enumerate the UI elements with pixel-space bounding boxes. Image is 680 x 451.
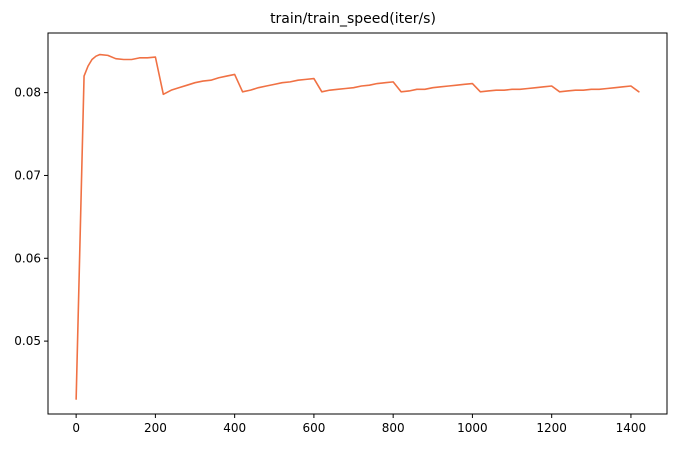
x-tick-label: 1200 bbox=[536, 421, 567, 435]
x-axis: 0 200 400 600 800 1000 1200 1400 bbox=[72, 414, 646, 435]
chart-title: train/train_speed(iter/s) bbox=[270, 11, 436, 27]
y-tick-label: 0.08 bbox=[14, 86, 41, 100]
x-tick-label: 600 bbox=[302, 421, 325, 435]
x-tick-label: 0 bbox=[72, 421, 80, 435]
x-tick-label: 1400 bbox=[616, 421, 647, 435]
y-tick-label: 0.07 bbox=[14, 168, 41, 182]
plot-area-frame bbox=[47, 32, 668, 415]
y-tick-label: 0.05 bbox=[14, 334, 41, 348]
x-tick-label: 1000 bbox=[457, 421, 488, 435]
x-tick-label: 200 bbox=[144, 421, 167, 435]
x-tick-label: 800 bbox=[382, 421, 405, 435]
x-tick-label: 400 bbox=[223, 421, 246, 435]
y-tick-label: 0.06 bbox=[14, 251, 41, 265]
series-line bbox=[75, 53, 640, 400]
y-axis: 0.05 0.06 0.07 0.08 bbox=[14, 86, 48, 348]
series-layer bbox=[75, 53, 640, 400]
